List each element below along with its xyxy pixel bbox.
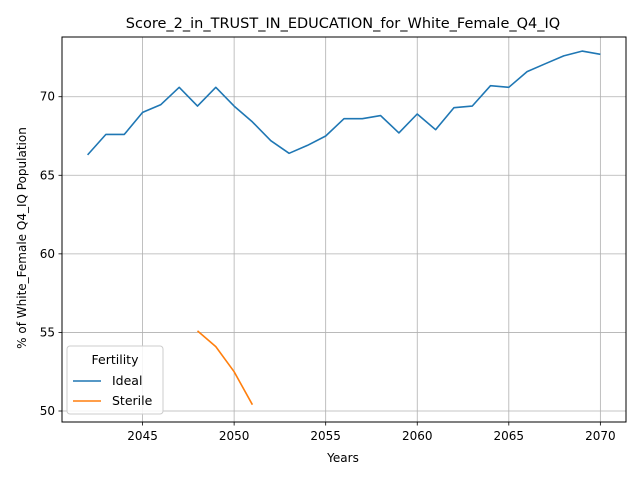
legend-title: Fertility	[92, 352, 140, 367]
chart-title: Score_2_in_TRUST_IN_EDUCATION_for_White_…	[126, 16, 560, 32]
series-line-sterile	[196, 330, 254, 406]
legend-label-ideal: Ideal	[112, 373, 142, 388]
x-axis-label: Years	[326, 451, 359, 465]
plot-frame	[61, 36, 627, 423]
y-tick-label: 55	[40, 325, 55, 339]
x-tick-label: 2060	[402, 429, 433, 443]
legend-frame	[66, 345, 164, 415]
y-tick-label: 65	[40, 168, 55, 182]
legend: Fertility Ideal Sterile	[66, 345, 164, 415]
x-tick-label: 2065	[494, 429, 525, 443]
x-tick-label: 2055	[310, 429, 341, 443]
tick-layer: 2045 2050 2055 2060 2065 2070 50 55 60 65 70	[40, 90, 616, 443]
series-layer	[87, 50, 601, 406]
y-tick-label: 70	[40, 90, 55, 104]
x-tick-label: 2045	[127, 429, 158, 443]
x-tick-label: 2050	[219, 429, 250, 443]
series-line-ideal	[87, 50, 601, 156]
legend-label-sterile: Sterile	[112, 393, 153, 408]
y-axis-label: % of White_Female Q4_IQ Population	[15, 127, 29, 349]
y-tick-label: 50	[40, 404, 55, 418]
y-tick-label: 60	[40, 247, 55, 261]
x-tick-label: 2070	[585, 429, 616, 443]
